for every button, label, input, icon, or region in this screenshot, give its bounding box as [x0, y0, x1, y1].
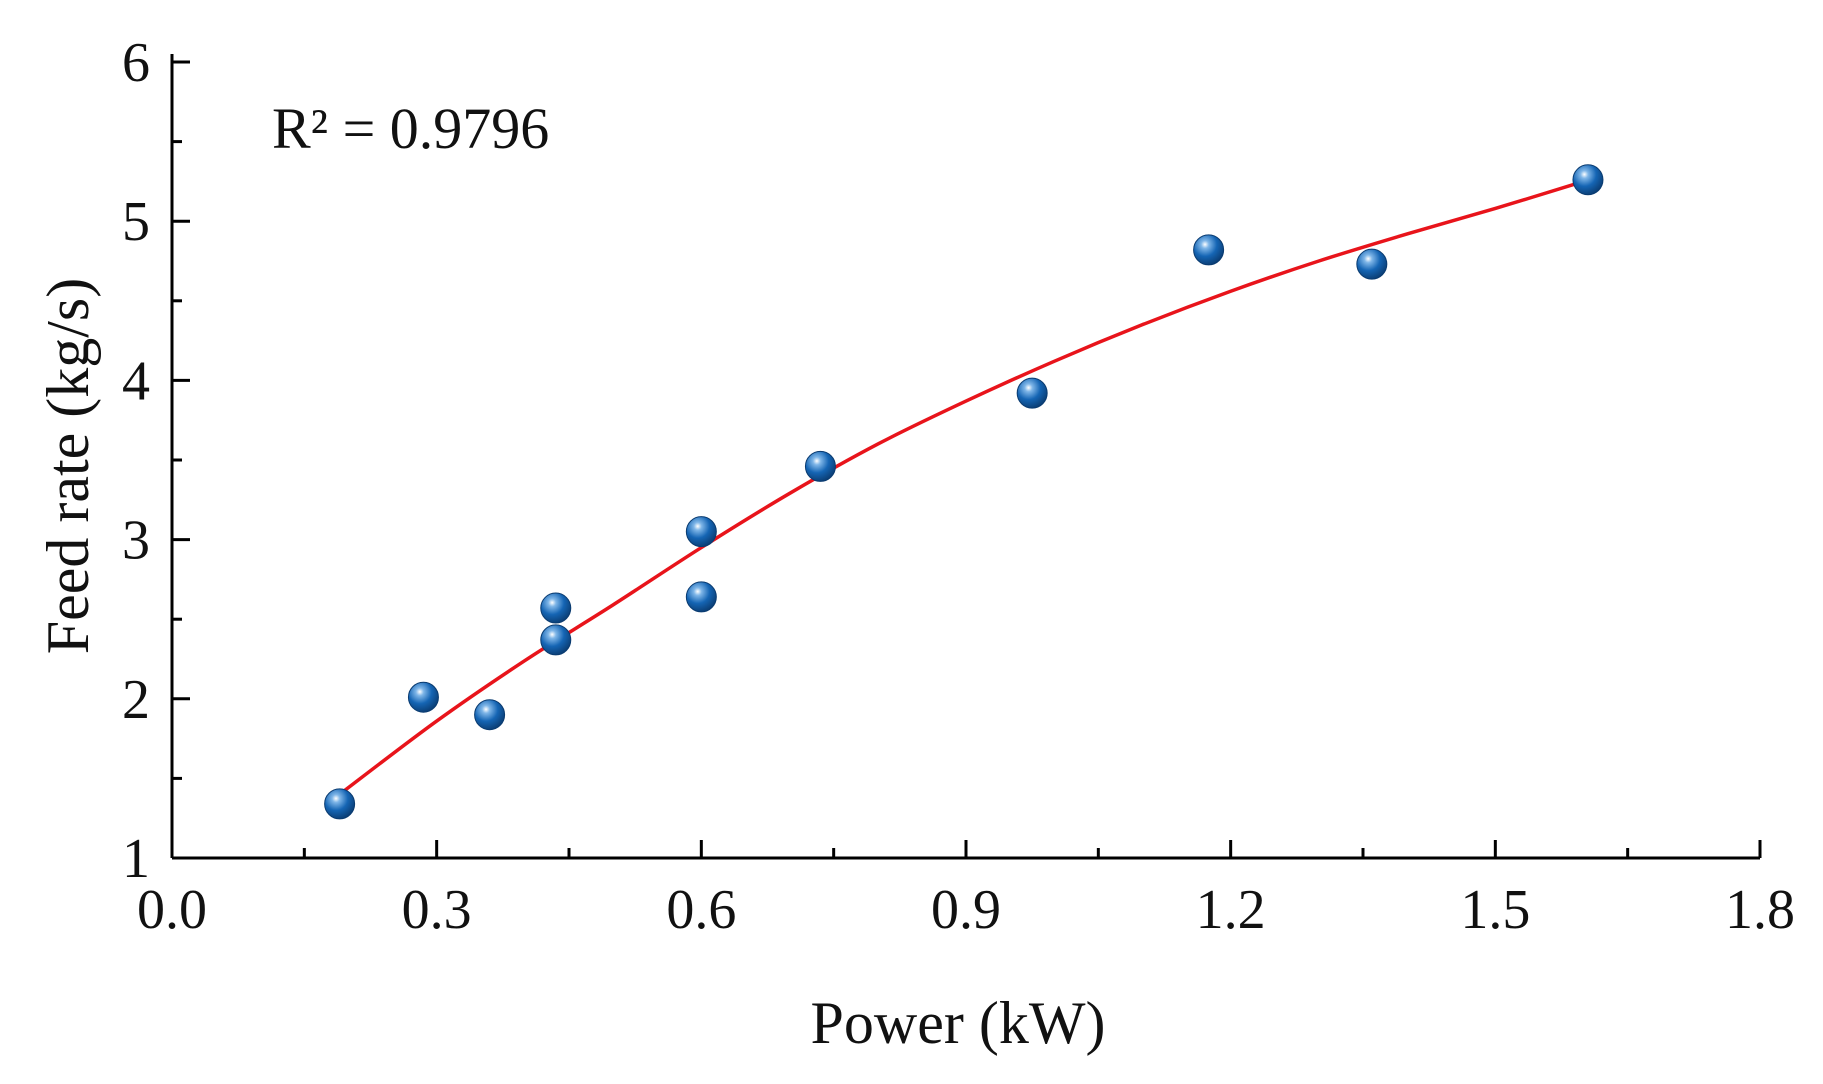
x-tick-label: 0.3	[402, 879, 472, 941]
y-tick-label: 2	[122, 669, 150, 731]
y-tick-label: 1	[122, 828, 150, 890]
data-point	[407, 681, 439, 713]
data-point	[324, 788, 356, 820]
data-point	[1016, 377, 1048, 409]
x-tick-label: 0.9	[931, 879, 1001, 941]
x-tick-label: 0.0	[137, 879, 207, 941]
r-squared-annotation: R² = 0.9796	[272, 96, 549, 161]
data-point	[685, 581, 717, 613]
data-point	[1572, 164, 1604, 196]
y-tick-label: 4	[122, 350, 150, 412]
data-point	[1193, 234, 1225, 266]
x-axis-title: Power (kW)	[811, 990, 1106, 1056]
x-tick-label: 1.8	[1725, 879, 1795, 941]
data-point	[540, 624, 572, 656]
data-point	[804, 450, 836, 482]
x-tick-label: 1.5	[1460, 879, 1530, 941]
fit-curve-layer	[338, 179, 1585, 796]
data-points-layer	[324, 164, 1604, 820]
x-tick-label: 1.2	[1196, 879, 1266, 941]
data-point	[1356, 248, 1388, 280]
y-axis-title: Feed rate (kg/s)	[35, 278, 101, 655]
data-point	[474, 699, 506, 731]
y-tick-label: 5	[122, 191, 150, 253]
data-point	[540, 592, 572, 624]
y-tick-label: 3	[122, 510, 150, 572]
data-point	[685, 516, 717, 548]
fit-curve	[338, 179, 1585, 796]
y-tick-label: 6	[122, 32, 150, 94]
x-tick-label: 0.6	[666, 879, 736, 941]
axes: 0.0 0.3 0.6 0.9 1.2 1.5 1.8 1 2 3 4 5 6	[122, 32, 1795, 941]
